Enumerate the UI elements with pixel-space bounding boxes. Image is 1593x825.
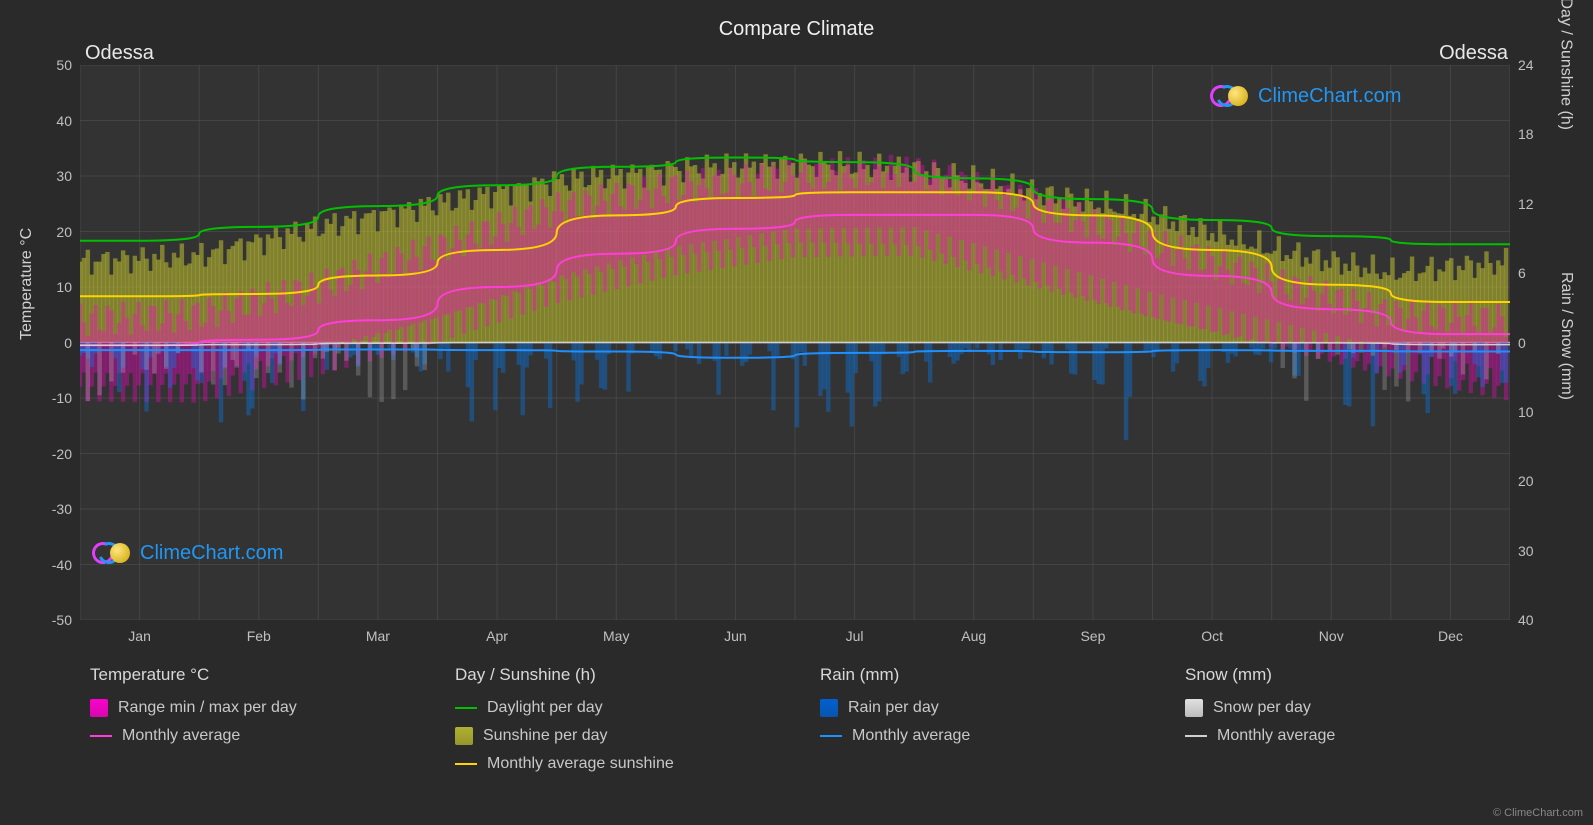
y-axis-left-label: Temperature °C (18, 228, 36, 340)
climechart-logo-icon (92, 540, 132, 566)
y-tick-right: 0 (1518, 335, 1526, 351)
y-tick-left: -50 (52, 612, 72, 628)
legend-label: Snow per day (1213, 699, 1311, 717)
legend-label: Sunshine per day (483, 727, 608, 745)
location-label-right: Odessa (1439, 42, 1508, 65)
y-tick-left: 10 (56, 279, 72, 295)
x-tick-month: May (603, 628, 629, 644)
legend-item: Monthly average (820, 727, 1145, 745)
x-tick-month: Sep (1080, 628, 1105, 644)
y-tick-left: 20 (56, 224, 72, 240)
y-tick-left: -40 (52, 557, 72, 573)
legend-swatch-icon (455, 763, 477, 765)
legend-swatch-icon (1185, 699, 1203, 717)
y-tick-left: -30 (52, 501, 72, 517)
legend-item: Sunshine per day (455, 727, 780, 745)
legend-item: Monthly average (1185, 727, 1510, 745)
copyright: © ClimeChart.com (1493, 807, 1583, 819)
watermark: ClimeChart.com (92, 540, 283, 566)
legend-swatch-icon (820, 735, 842, 737)
legend-column: Rain (mm) Rain per day Monthly average (820, 665, 1145, 783)
y-tick-right: 6 (1518, 265, 1526, 281)
x-tick-month: Feb (247, 628, 271, 644)
watermark-text: ClimeChart.com (140, 542, 283, 565)
legend-swatch-icon (90, 735, 112, 737)
legend-heading: Rain (mm) (820, 665, 1145, 685)
legend-item: Daylight per day (455, 699, 780, 717)
legend-label: Monthly average (852, 727, 970, 745)
y-tick-right: 20 (1518, 473, 1534, 489)
y-tick-right: 24 (1518, 57, 1534, 73)
y-tick-right: 30 (1518, 543, 1534, 559)
legend-item: Monthly average (90, 727, 415, 745)
y-tick-left: 0 (64, 335, 72, 351)
legend: Temperature °C Range min / max per day Mon… (90, 665, 1510, 783)
y-tick-right: 12 (1518, 196, 1534, 212)
y-tick-right: 10 (1518, 404, 1534, 420)
legend-swatch-icon (820, 699, 838, 717)
watermark-text: ClimeChart.com (1258, 85, 1401, 108)
legend-label: Daylight per day (487, 699, 603, 717)
y-tick-right: 18 (1518, 126, 1534, 142)
y-tick-left: 30 (56, 168, 72, 184)
y-axis-right-label-top: Day / Sunshine (h) (1557, 0, 1575, 130)
x-tick-month: Jun (724, 628, 747, 644)
legend-label: Monthly average (1217, 727, 1335, 745)
legend-label: Range min / max per day (118, 699, 297, 717)
y-tick-right: 40 (1518, 612, 1534, 628)
location-label-left: Odessa (85, 42, 154, 65)
chart-title: Compare Climate (0, 0, 1593, 41)
legend-swatch-icon (455, 707, 477, 709)
legend-swatch-icon (90, 699, 108, 717)
legend-column: Snow (mm) Snow per day Monthly average (1185, 665, 1510, 783)
y-tick-left: -20 (52, 446, 72, 462)
x-tick-month: Mar (366, 628, 390, 644)
legend-column: Day / Sunshine (h) Daylight per day Sunshi… (455, 665, 780, 783)
legend-column: Temperature °C Range min / max per day Mon… (90, 665, 415, 783)
climechart-logo-icon (1210, 83, 1250, 109)
legend-label: Monthly average sunshine (487, 755, 674, 773)
x-tick-month: Apr (486, 628, 508, 644)
legend-swatch-icon (455, 727, 473, 745)
x-tick-month: Aug (961, 628, 986, 644)
x-tick-month: Jul (846, 628, 864, 644)
x-tick-month: Oct (1201, 628, 1223, 644)
watermark: ClimeChart.com (1210, 83, 1401, 109)
chart-plot-area: 50403020100-10-20-30-40-5024181260102030… (80, 65, 1510, 620)
legend-label: Rain per day (848, 699, 939, 717)
legend-heading: Day / Sunshine (h) (455, 665, 780, 685)
legend-heading: Temperature °C (90, 665, 415, 685)
y-tick-left: 50 (56, 57, 72, 73)
y-tick-left: -10 (52, 390, 72, 406)
legend-swatch-icon (1185, 735, 1207, 737)
legend-heading: Snow (mm) (1185, 665, 1510, 685)
y-tick-left: 40 (56, 113, 72, 129)
legend-item: Monthly average sunshine (455, 755, 780, 773)
y-axis-right-label-bottom: Rain / Snow (mm) (1557, 272, 1575, 400)
legend-item: Rain per day (820, 699, 1145, 717)
x-tick-month: Jan (128, 628, 151, 644)
legend-item: Range min / max per day (90, 699, 415, 717)
legend-item: Snow per day (1185, 699, 1510, 717)
legend-label: Monthly average (122, 727, 240, 745)
x-tick-month: Nov (1319, 628, 1344, 644)
x-tick-month: Dec (1438, 628, 1463, 644)
